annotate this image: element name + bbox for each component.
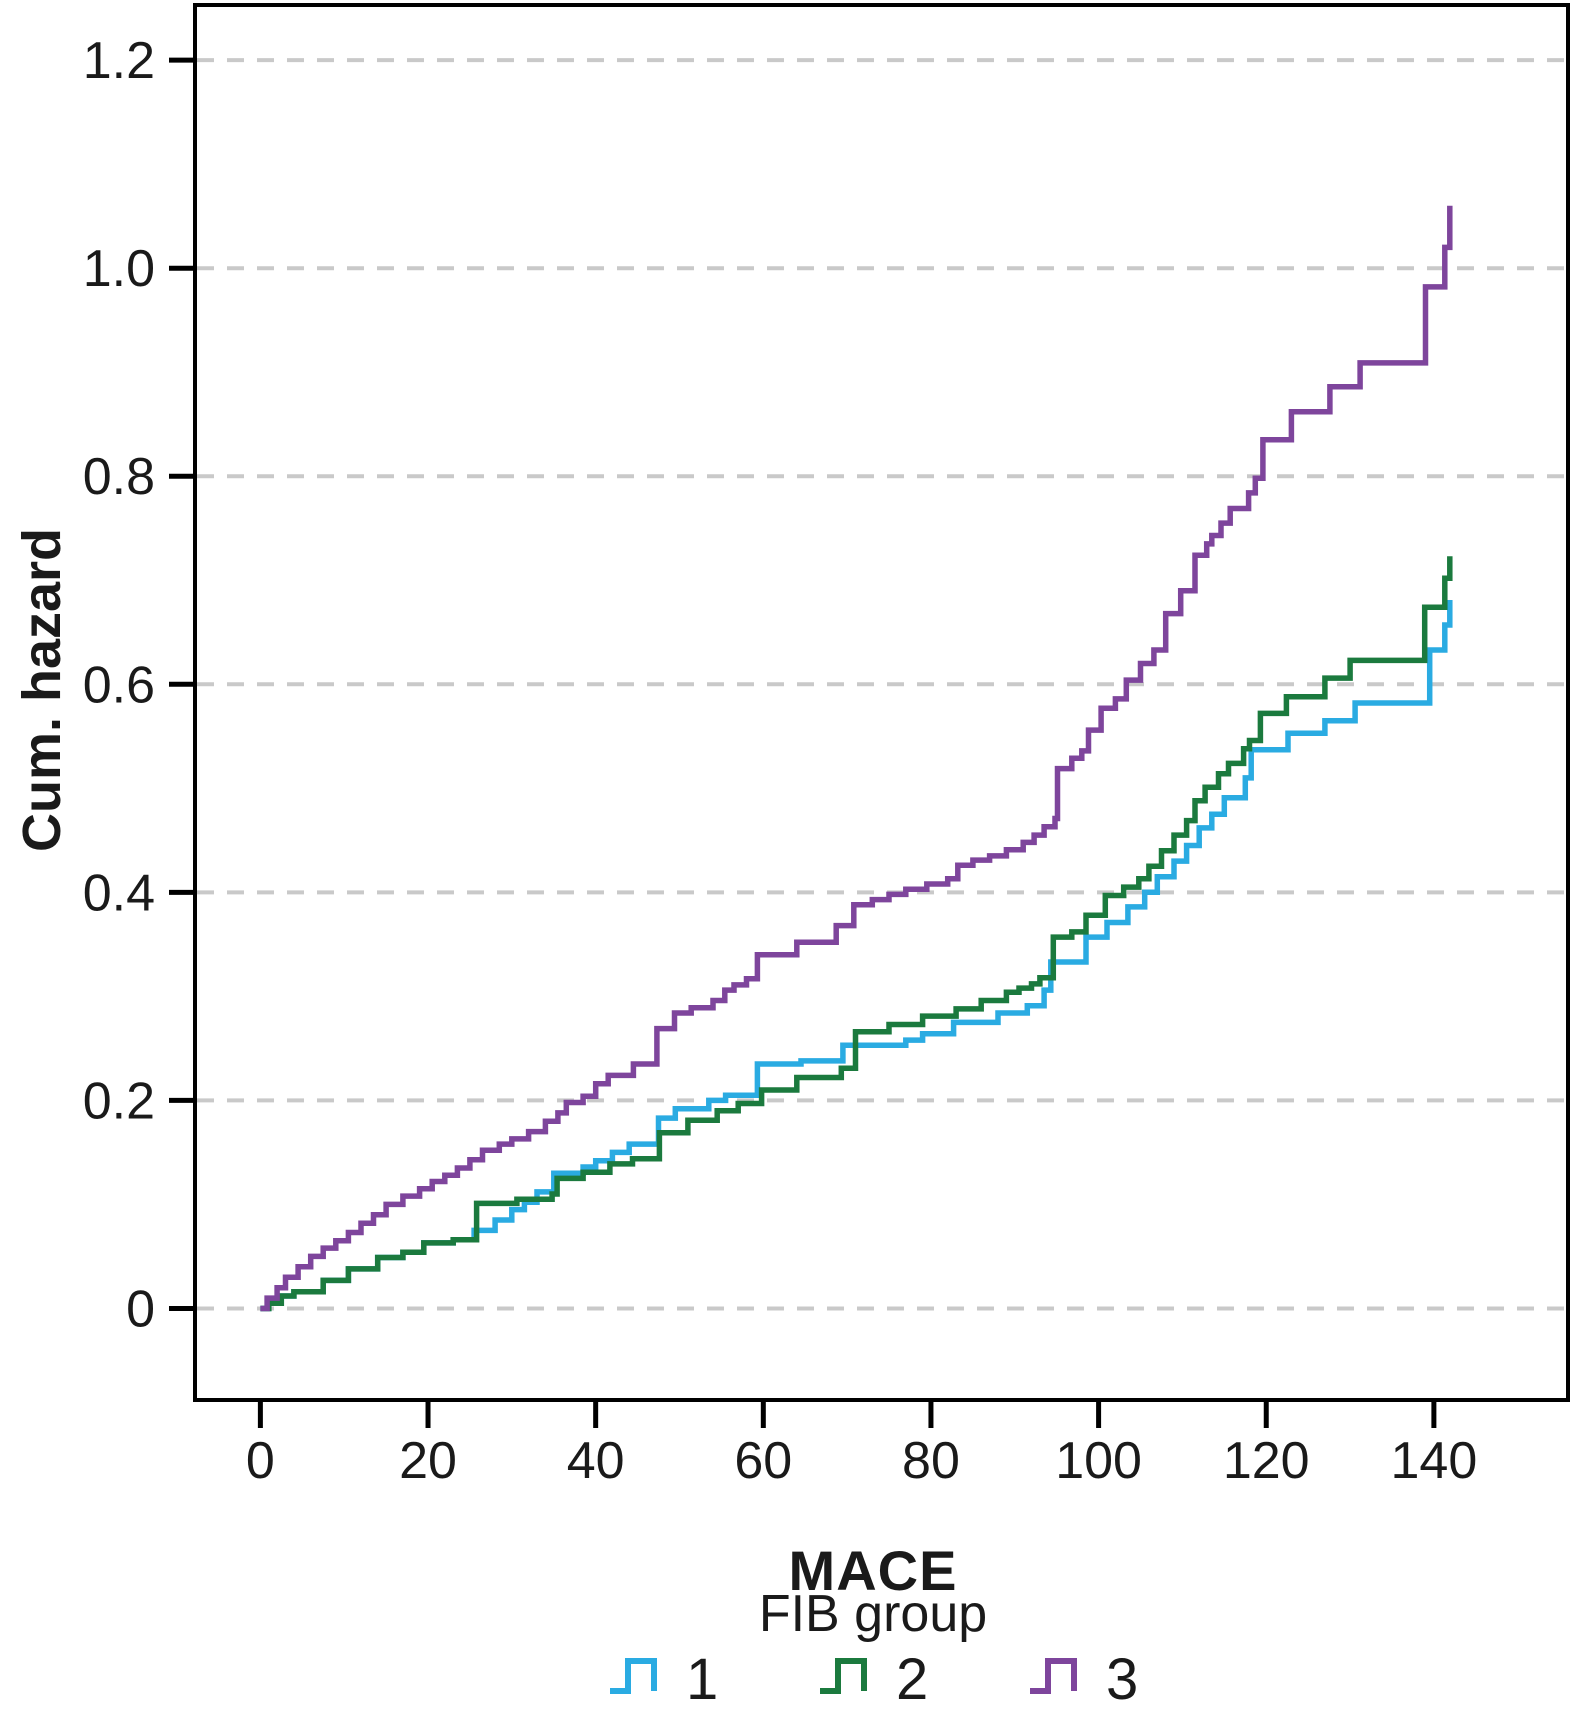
series-line-group-2: [260, 556, 1453, 1312]
y-tick-label-1.0: 1.0: [83, 240, 155, 298]
x-tick-label-60: 60: [734, 1432, 792, 1490]
x-tick-label-80: 80: [902, 1432, 960, 1490]
y-tick-label-0.6: 0.6: [83, 656, 155, 714]
step-line-icon-group-1: [610, 1658, 657, 1694]
legend-label-group-3: 3: [1106, 1647, 1139, 1712]
legend-item-group-3: 3: [1028, 1645, 1138, 1708]
y-tick-label-1.2: 1.2: [83, 32, 155, 90]
x-tick-label-140: 140: [1391, 1432, 1478, 1490]
plot-frame: [193, 3, 1570, 1402]
x-tick-label-120: 120: [1223, 1432, 1310, 1490]
y-tick-label-0: 0: [126, 1280, 155, 1338]
legend-title: FIB group: [758, 1585, 988, 1643]
legend-label-group-1: 1: [686, 1647, 719, 1712]
x-tick-label-100: 100: [1055, 1432, 1142, 1490]
y-tick-label-0.8: 0.8: [83, 448, 155, 506]
y-tick-label-0.4: 0.4: [83, 864, 155, 922]
step-line-icon-group-2: [820, 1658, 867, 1694]
series-line-group-3: [260, 205, 1453, 1312]
legend-item-group-1: 1: [608, 1645, 718, 1708]
x-tick-label-20: 20: [399, 1432, 457, 1490]
legend-label-group-2: 2: [896, 1647, 929, 1712]
x-tick-label-0: 0: [246, 1432, 275, 1490]
x-tick-label-40: 40: [567, 1432, 625, 1490]
step-line-icon-group-3: [1030, 1658, 1077, 1694]
series-line-group-1: [260, 600, 1453, 1312]
y-axis-title: Cum. hazard: [12, 527, 72, 853]
y-tick-label-0.2: 0.2: [83, 1072, 155, 1130]
x-axis-title: MACE: [788, 1539, 958, 1602]
legend-item-group-2: 2: [818, 1645, 928, 1708]
